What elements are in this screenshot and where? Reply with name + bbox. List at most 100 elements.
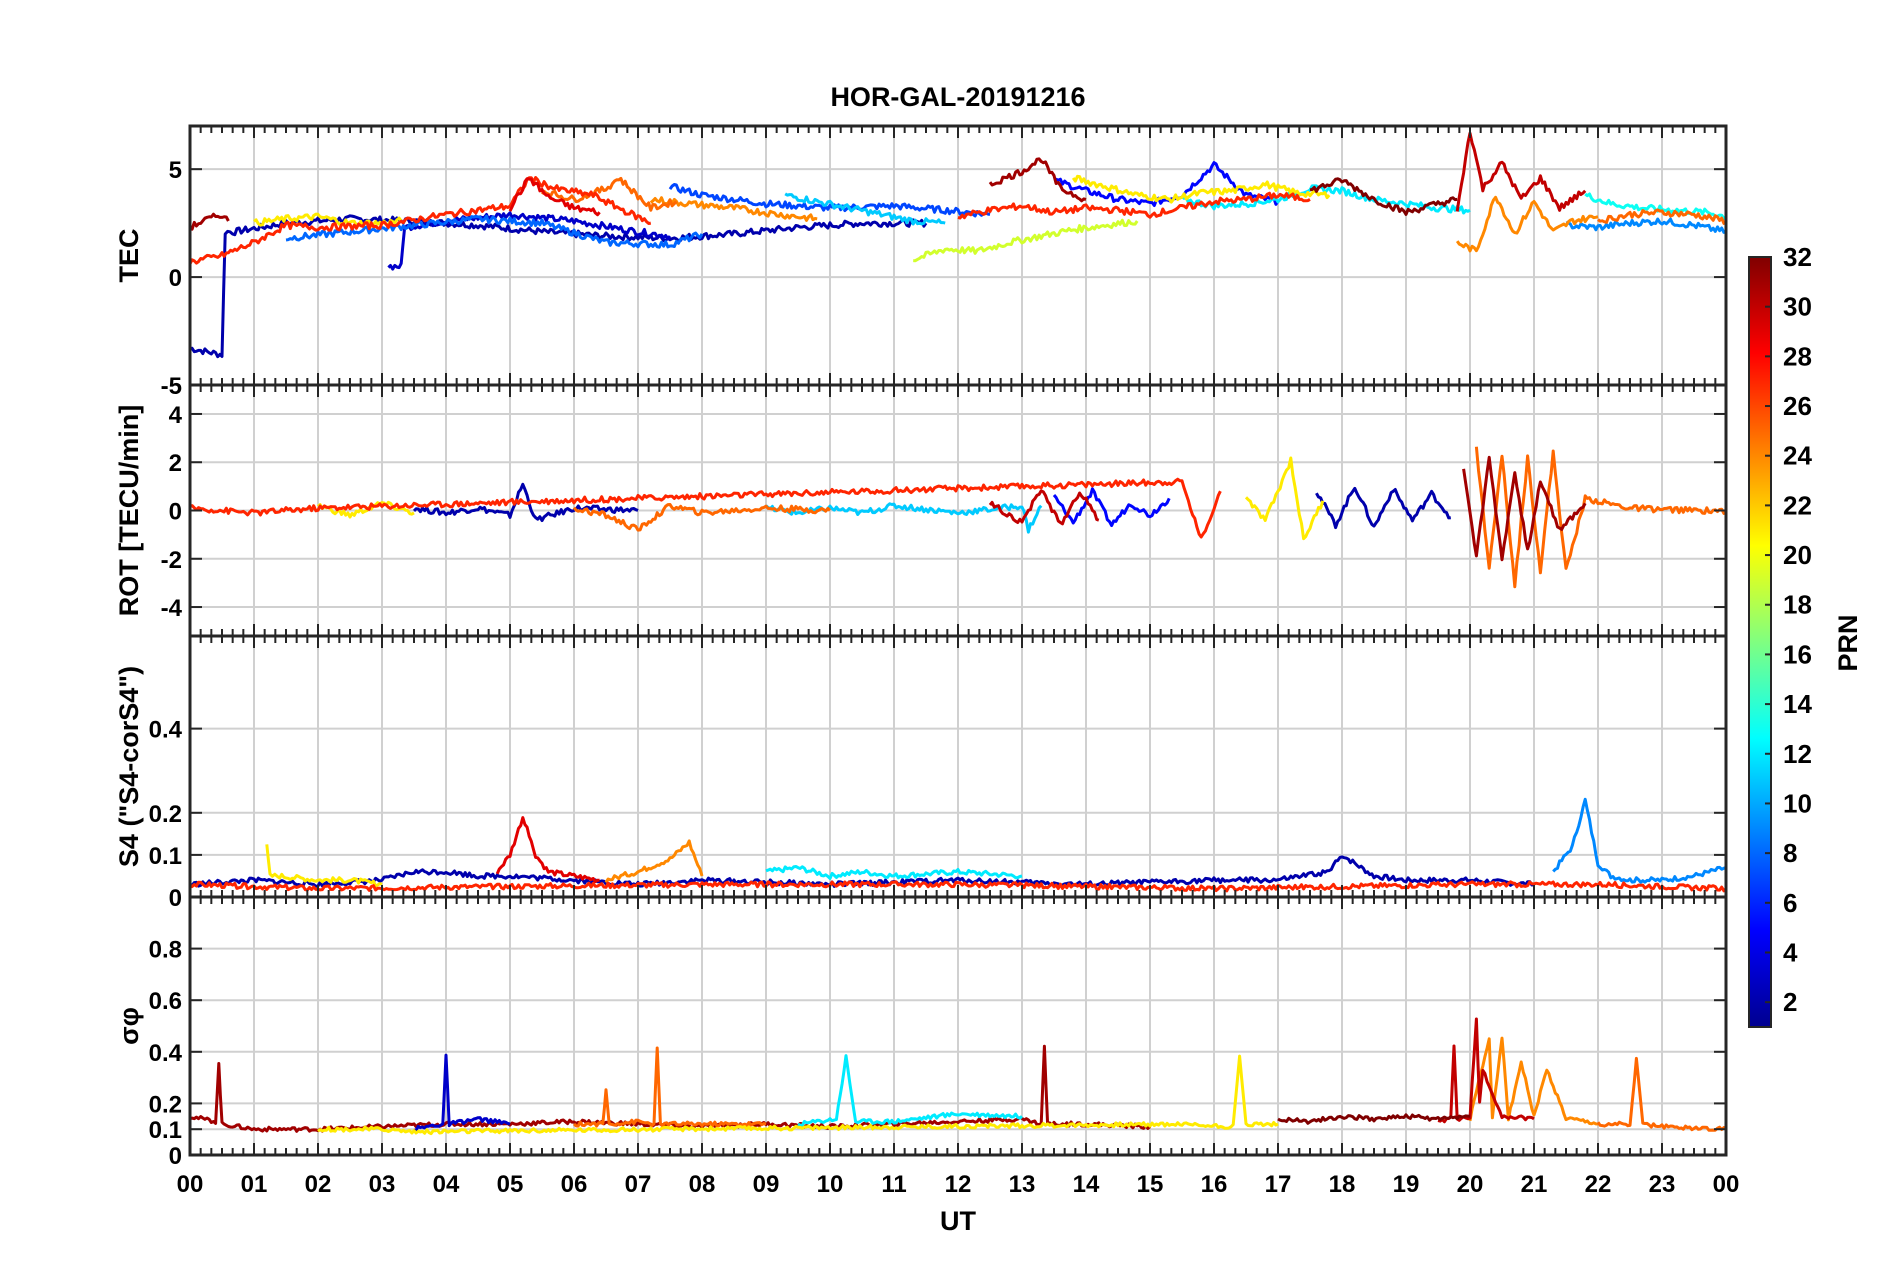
series-line-prn-12 [1181, 184, 1471, 215]
x-tick-label: 12 [945, 1171, 972, 1198]
series-line-prn-24 [604, 839, 704, 884]
x-tick-label: 22 [1585, 1171, 1612, 1198]
colorbar-tick-label: 20 [1783, 540, 1812, 570]
series-line-prn-29 [495, 816, 600, 884]
series-line-prn-19 [913, 218, 1139, 263]
series-line-prn-25 [540, 176, 678, 212]
y-tick-label: -5 [161, 373, 182, 400]
x-tick-label: 13 [1009, 1171, 1036, 1198]
x-tick-label: 01 [241, 1171, 268, 1198]
x-tick-label: 18 [1329, 1171, 1356, 1198]
colorbar-tick-label: 28 [1783, 341, 1812, 371]
series-line-prn-32 [1309, 177, 1458, 216]
y-tick-label: 4 [169, 402, 183, 429]
series-line-prn-21 [265, 844, 383, 888]
colorbar-tick-label: 10 [1783, 788, 1812, 818]
y-tick-label: 0 [169, 885, 182, 912]
y-tick-label: 0.4 [149, 1040, 183, 1067]
series-line-prn-25 [572, 503, 832, 532]
x-tick-label: 11 [881, 1171, 906, 1198]
x-tick-label: 10 [817, 1171, 844, 1198]
y-tick-label: 0.2 [149, 801, 182, 828]
series-line-prn-3 [413, 1053, 511, 1132]
x-tick-label: 06 [561, 1171, 588, 1198]
x-tick-labels: 00 01 02 03 04 05 06 07 08 09 10 11 12 13 14 15 16 17 18 19… [177, 1171, 1740, 1198]
x-tick-label: 23 [1649, 1171, 1676, 1198]
y-tick-label: 0.2 [149, 1091, 182, 1118]
y-axis-label: σφ [114, 1007, 144, 1045]
colorbar-tick-label: 4 [1783, 937, 1798, 967]
series-line-prn-11 [784, 192, 946, 226]
x-tick-label: 17 [1265, 1171, 1292, 1198]
colorbar-tick-label: 32 [1783, 242, 1812, 272]
colorbar-tick-label: 2 [1783, 987, 1797, 1017]
y-axis-label: S4 ("S4-corS4") [114, 666, 144, 867]
colorbar-tick-label: 22 [1783, 490, 1812, 520]
x-tick-label: 09 [753, 1171, 780, 1198]
series-line-prn-24 [649, 196, 818, 222]
y-tick-label: -2 [161, 547, 182, 574]
chart-title: HOR-GAL-20191216 [830, 82, 1085, 112]
y-tick-label: 0.1 [149, 843, 182, 870]
series-line-prn-11 [765, 502, 1043, 534]
x-tick-label: 00 [1713, 1171, 1740, 1198]
y-axis-label: TEC [114, 229, 144, 283]
series-line-prn-2 [190, 214, 928, 359]
series-group [190, 446, 1726, 589]
series-group [190, 131, 1726, 359]
x-tick-label: 00 [177, 1171, 204, 1198]
series-line-prn-25 [1474, 446, 1726, 589]
series-line-prn-21 [317, 500, 415, 519]
series-line-prn-25 [1597, 208, 1726, 225]
x-tick-label: 16 [1201, 1171, 1228, 1198]
x-tick-label: 19 [1393, 1171, 1420, 1198]
x-axis-label: UT [940, 1206, 976, 1236]
x-tick-label: 08 [689, 1171, 716, 1198]
series-line-prn-25 [572, 1046, 767, 1128]
y-tick-label: 2 [169, 450, 182, 477]
x-tick-label: 05 [497, 1171, 524, 1198]
series-line-prn-30 [988, 489, 1100, 526]
y-tick-label: 0 [169, 1143, 182, 1170]
colorbar-tick-label: 12 [1783, 739, 1812, 769]
panel-3: 0 0.1 0.2 0.4S4 ("S4-corS4") [114, 634, 1728, 912]
x-tick-label: 15 [1137, 1171, 1164, 1198]
panel-4: 00.10.2 0.4 0.6 0.8 σφ [114, 895, 1728, 1170]
series-line-prn-21 [1244, 456, 1325, 541]
y-tick-label: 0 [169, 265, 182, 292]
colorbar-label: PRN [1833, 614, 1863, 671]
colorbar-tick-label: 18 [1783, 590, 1812, 620]
y-tick-label: 0.4 [149, 717, 183, 744]
series-line-prn-29 [508, 177, 601, 217]
colorbar-tick-label: 26 [1783, 391, 1812, 421]
series-line-prn-30 [1455, 131, 1587, 212]
x-tick-label: 03 [369, 1171, 396, 1198]
x-tick-label: 04 [433, 1171, 460, 1198]
series-line-prn-25 [1596, 1056, 1726, 1132]
series-line-prn-5 [1053, 161, 1280, 207]
series-line-prn-5 [1052, 487, 1171, 528]
series-group [190, 1017, 1726, 1136]
x-tick-label: 21 [1521, 1171, 1548, 1198]
y-tick-label: 0.6 [149, 988, 182, 1015]
x-tick-label: 20 [1457, 1171, 1484, 1198]
series-line-prn-9 [1565, 217, 1726, 234]
colorbar-tick-label: 30 [1783, 292, 1812, 322]
y-tick-label: 0.8 [149, 937, 182, 964]
colorbar-tick-label: 16 [1783, 639, 1812, 669]
series-line-prn-27 [190, 477, 1222, 539]
series-line-prn-31 [1462, 455, 1587, 562]
series-line-prn-21 [1071, 174, 1331, 204]
colorbar-tick-label: 6 [1783, 888, 1797, 918]
colorbar-gradient [1748, 256, 1772, 1028]
series-line-prn-9 [1552, 797, 1726, 884]
series-line-prn-24 [1455, 195, 1599, 253]
y-tick-label: 0 [169, 499, 182, 526]
series-line-prn-30 [1437, 1017, 1535, 1124]
y-tick-label: 0.1 [149, 1117, 182, 1144]
series-line-prn-21 [253, 212, 403, 228]
